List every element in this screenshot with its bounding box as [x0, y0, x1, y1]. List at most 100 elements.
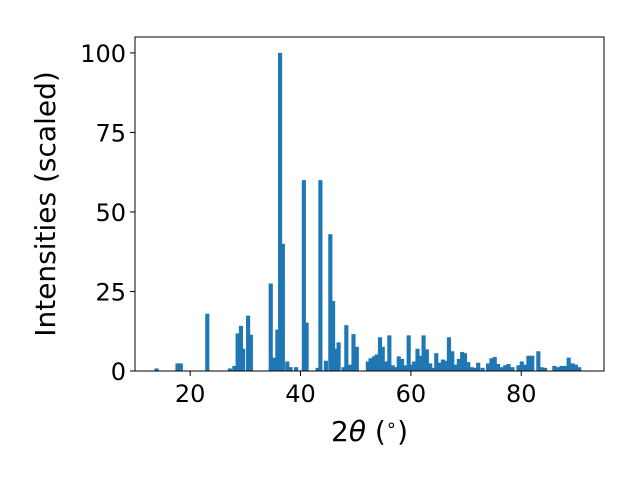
y-axis-ticks: 0 25 50 75 100 [80, 40, 135, 386]
bar [539, 367, 544, 371]
bar [235, 333, 240, 371]
bar [566, 357, 571, 371]
bar [421, 335, 426, 371]
bar [472, 367, 477, 371]
bar [552, 365, 557, 371]
bar [248, 334, 253, 371]
bar [440, 359, 445, 371]
bar [205, 313, 210, 371]
bar [460, 351, 465, 371]
bar [573, 364, 578, 371]
bar [368, 358, 373, 371]
bar [331, 301, 336, 371]
bar [506, 364, 511, 371]
bar [469, 367, 474, 371]
bar [434, 353, 439, 371]
bar [341, 367, 346, 371]
bar [431, 367, 436, 371]
y-tick-label: 75 [95, 119, 126, 147]
bar [418, 355, 423, 371]
bar [428, 363, 433, 371]
bar [530, 355, 535, 371]
bar [315, 367, 320, 371]
bar [415, 348, 420, 371]
bar [462, 353, 468, 371]
bar [412, 361, 417, 371]
bar [519, 361, 524, 371]
bar [336, 342, 341, 371]
bar [556, 367, 561, 371]
bar [495, 364, 501, 371]
bar [232, 365, 237, 371]
x-tick-label: 40 [285, 380, 316, 408]
bar [409, 364, 414, 371]
bar [344, 325, 349, 371]
bar [347, 364, 352, 371]
bar [294, 367, 299, 371]
x-axis-label-open: ( [366, 415, 386, 448]
bar [516, 365, 521, 371]
y-axis-label: Intensities (scaled) [29, 71, 62, 337]
bar [285, 361, 290, 371]
x-axis-label-unit: ∘ [386, 415, 397, 436]
bar [390, 365, 395, 371]
bar [523, 364, 528, 371]
bar [280, 243, 285, 371]
bar [486, 363, 491, 371]
x-axis-label: 2θ (∘) [331, 415, 408, 448]
bar [499, 367, 504, 371]
bar [476, 362, 481, 371]
bar [492, 357, 497, 371]
bar [450, 351, 455, 371]
bar [154, 368, 159, 371]
bar [371, 356, 376, 371]
y-tick-label: 25 [95, 278, 126, 306]
bar [323, 360, 328, 371]
x-tick-label: 20 [175, 380, 206, 408]
bar [333, 348, 338, 371]
bar [175, 363, 180, 371]
bar [178, 363, 183, 371]
bar [354, 346, 359, 371]
bar [559, 365, 564, 371]
bar [387, 335, 392, 371]
bar [238, 325, 244, 371]
y-tick-label: 50 [95, 199, 126, 227]
bar [227, 368, 232, 371]
bars-group [154, 52, 582, 372]
bar [399, 358, 405, 371]
bar [570, 363, 575, 371]
bar [268, 283, 273, 371]
bar [446, 337, 452, 371]
bar [536, 351, 541, 371]
bar [278, 52, 283, 372]
bar [453, 364, 458, 371]
plot-frame [134, 36, 605, 372]
bar [393, 367, 398, 371]
bar [424, 349, 429, 371]
x-axis-ticks: 20 40 60 80 [175, 371, 537, 408]
bar [275, 329, 280, 371]
bar [380, 346, 385, 371]
bar [374, 354, 379, 371]
x-tick-label: 60 [396, 380, 427, 408]
bar [526, 355, 531, 371]
x-axis-label-prefix: 2 [331, 415, 349, 448]
bar [503, 365, 508, 371]
bar [466, 362, 471, 371]
bar [489, 358, 494, 371]
bar [456, 358, 461, 371]
bar [406, 335, 411, 371]
bar [437, 362, 442, 371]
bar [383, 361, 389, 371]
bar [377, 337, 383, 371]
bar [443, 360, 448, 371]
bar [318, 180, 323, 371]
bar [288, 367, 293, 371]
bar [351, 334, 356, 371]
bar [396, 356, 401, 371]
bar [542, 367, 548, 371]
bar [301, 180, 306, 371]
bar [241, 348, 246, 371]
bar [402, 365, 407, 371]
